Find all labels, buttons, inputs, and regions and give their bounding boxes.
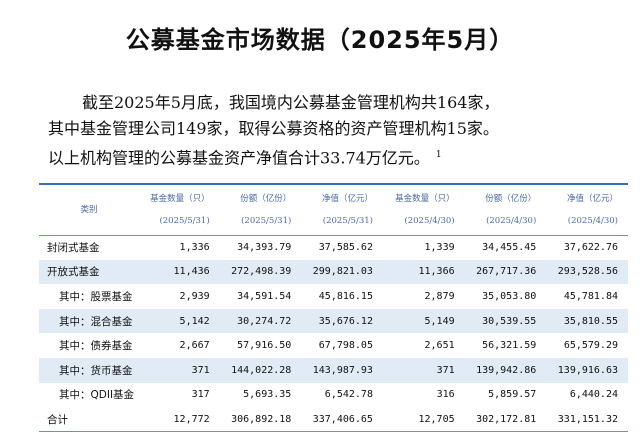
table-cell: 316 — [436, 389, 455, 401]
table-cell: 67,798.05 — [318, 340, 373, 352]
row-label: 其中：QDII基金 — [59, 389, 135, 402]
table-row: 其中：混合基金 5,142 30,274.72 35,676.12 5,149 … — [39, 308, 628, 334]
table-cell: 317 — [191, 389, 210, 401]
table-cell: 35,810.55 — [546, 308, 628, 334]
summary-line-2: 其中基金管理公司149家，取得公募资格的资产管理机构15家。 — [48, 119, 499, 138]
row-label: 其中：货币基金 — [39, 357, 138, 383]
table-cell: 34,591.54 — [237, 290, 292, 302]
row-label: 其中：债券基金 — [59, 340, 133, 353]
row-label: 合计 — [39, 407, 138, 433]
table-cell: 12,772 — [138, 407, 220, 433]
table-cell: 11,436 — [138, 259, 220, 285]
table-cell: 1,336 — [179, 242, 210, 254]
table-cell: 65,579.29 — [563, 340, 618, 352]
table-cell: 37,622.76 — [563, 242, 618, 254]
table-cell: 267,717.36 — [464, 259, 547, 285]
table-cell: 5,142 — [138, 308, 220, 334]
header-col-3-date: (2025/5/31) — [322, 215, 373, 226]
table-cell: 272,498.39 — [219, 259, 302, 285]
footnote-marker: 1 — [435, 150, 442, 160]
table-cell: 6,542.78 — [324, 389, 373, 401]
summary-line-3-text: 以上机构管理的公募基金资产净值合计33.74万亿元。 — [48, 148, 430, 168]
table-cell: 331,151.32 — [546, 407, 628, 433]
header-col-1-date: (2025/5/31) — [159, 215, 210, 226]
header-col-4: 基金数量（只） (2025/4/30) — [382, 183, 465, 236]
table-cell: 35,053.80 — [482, 290, 537, 302]
header-col-1: 基金数量（只） (2025/5/31) — [138, 183, 220, 236]
table-cell: 2,939 — [179, 290, 210, 302]
table-cell: 45,781.84 — [563, 290, 618, 302]
table-cell: 143,987.93 — [301, 357, 383, 383]
table-cell: 5,693.35 — [243, 389, 292, 401]
page-title: 公募基金市场数据（2025年5月） — [125, 26, 515, 54]
table-cell: 34,455.45 — [482, 242, 537, 254]
table-row: 其中：债券基金 2,667 57,916.50 67,798.05 2,651 … — [39, 333, 628, 358]
row-label: 开放式基金 — [39, 259, 138, 285]
header-col-6-date: (2025/4/30) — [567, 215, 618, 226]
table-cell: 302,172.81 — [464, 407, 547, 433]
table-cell: 12,705 — [382, 407, 465, 433]
summary-paragraph: 截至2025年5月底，我国境内公募基金管理机构共164家， 其中基金管理公司14… — [48, 90, 628, 171]
table-cell: 6,440.24 — [569, 389, 618, 401]
table-row: 其中：股票基金 2,939 34,591.54 45,816.15 2,879 … — [39, 284, 628, 309]
row-label: 其中：混合基金 — [39, 308, 138, 334]
table-row-total: 合计 12,772 306,892.18 337,406.65 12,705 3… — [39, 407, 628, 433]
table-cell: 2,651 — [424, 340, 455, 352]
header-col-3-label: 净值（亿元） — [321, 193, 373, 204]
table-cell: 1,339 — [424, 242, 455, 254]
table-cell: 5,149 — [382, 308, 465, 334]
summary-line-3: 以上机构管理的公募基金资产净值合计33.74万亿元。 1 — [48, 142, 628, 171]
header-col-5-date: (2025/4/30) — [486, 215, 537, 226]
table-cell: 299,821.03 — [301, 259, 383, 285]
header-col-2-date: (2025/5/31) — [241, 215, 292, 226]
table-row: 其中：货币基金 371 144,022.28 143,987.93 371 13… — [39, 357, 628, 383]
table-cell: 2,879 — [424, 290, 455, 302]
table-cell: 37,585.62 — [318, 242, 373, 254]
table-cell: 293,528.56 — [546, 259, 628, 285]
table-row: 开放式基金 11,436 272,498.39 299,821.03 11,36… — [39, 259, 628, 285]
table-cell: 45,816.15 — [318, 290, 373, 302]
header-col-5-label: 份额（亿份） — [485, 193, 537, 204]
header-col-4-date: (2025/4/30) — [404, 215, 455, 226]
table-cell: 139,916.63 — [546, 357, 628, 383]
summary-line-1: 截至2025年5月底，我国境内公募基金管理机构共164家， — [82, 93, 500, 112]
table-cell: 57,916.50 — [237, 340, 292, 352]
table-cell: 30,274.72 — [219, 308, 302, 334]
fund-data-table: 类别 基金数量（只） (2025/5/31) 份额（亿份） (2025/5/31) … — [39, 183, 628, 433]
header-category: 类别 — [39, 183, 138, 236]
table-cell: 35,676.12 — [301, 308, 383, 334]
header-col-2: 份额（亿份） (2025/5/31) — [219, 183, 302, 236]
table-cell: 337,406.65 — [301, 407, 383, 433]
header-col-4-label: 基金数量（只） — [395, 193, 455, 204]
table-cell: 144,022.28 — [219, 357, 302, 383]
table-header-row: 类别 基金数量（只） (2025/5/31) 份额（亿份） (2025/5/31) … — [39, 183, 628, 236]
table-cell: 371 — [382, 357, 465, 383]
table-cell: 306,892.18 — [219, 407, 302, 433]
table-row: 封闭式基金 1,336 34,393.79 37,585.62 1,339 34… — [39, 235, 628, 260]
row-label: 其中：股票基金 — [59, 290, 133, 303]
row-label: 封闭式基金 — [47, 242, 100, 255]
table-cell: 5,859.57 — [488, 389, 537, 401]
table-row: 其中：QDII基金 317 5,693.35 6,542.78 316 5,85… — [39, 383, 628, 408]
header-col-1-label: 基金数量（只） — [150, 193, 210, 204]
table-cell: 30,539.55 — [464, 308, 547, 334]
table-cell: 34,393.79 — [237, 242, 292, 254]
header-col-3: 净值（亿元） (2025/5/31) — [301, 183, 383, 236]
table-cell: 2,667 — [179, 340, 210, 352]
table-cell: 371 — [138, 357, 220, 383]
table-cell: 11,366 — [382, 259, 465, 285]
header-col-6: 净值（亿元） (2025/4/30) — [546, 183, 628, 236]
table-cell: 56,321.59 — [482, 340, 537, 352]
header-col-5: 份额（亿份） (2025/4/30) — [464, 183, 547, 236]
table-cell: 139,942.86 — [464, 357, 547, 383]
header-col-6-label: 净值（亿元） — [566, 193, 618, 204]
header-col-2-label: 份额（亿份） — [240, 193, 292, 204]
